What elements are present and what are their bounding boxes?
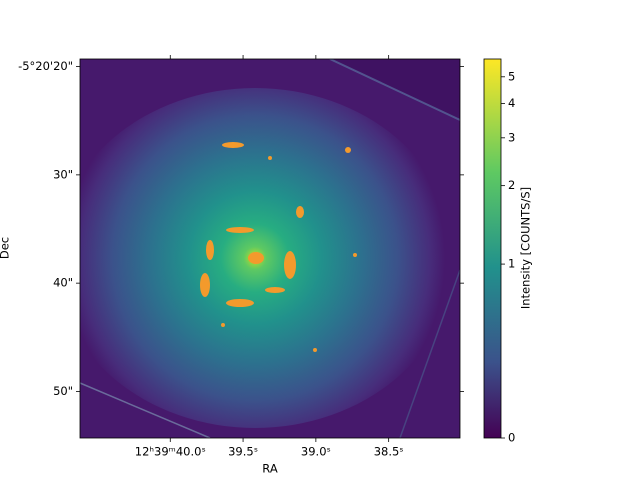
x-tick-label: 39.0ˢ xyxy=(301,445,331,459)
plot-frame xyxy=(79,58,461,439)
colorbar-tick-label: 5 xyxy=(508,69,515,83)
colorbar-tick-label: 3 xyxy=(508,130,515,144)
colorbar-label: Intensity [COUNTS/S] xyxy=(519,187,533,309)
colorbar xyxy=(483,58,502,439)
image xyxy=(80,59,460,438)
colorbar-tick-label: 1 xyxy=(508,257,515,271)
y-axis-label: Dec xyxy=(0,237,12,259)
colorbar-tick-label: 4 xyxy=(508,96,515,110)
x-tick-label: 38.5ˢ xyxy=(374,445,404,459)
y-tick-label: 30" xyxy=(53,167,73,181)
colorbar-tick-label: 0 xyxy=(508,431,515,445)
y-tick-label: -5°20'20" xyxy=(18,59,73,73)
x-axis-label: RA xyxy=(262,462,278,476)
y-tick-label: 50" xyxy=(53,384,73,398)
colorbar-tick-label: 2 xyxy=(508,178,515,192)
x-tick-label: 39.5ˢ xyxy=(228,445,258,459)
y-tick-label: 40" xyxy=(53,276,73,290)
x-tick-label: 12ʰ39ᵐ40.0ˢ xyxy=(135,445,206,459)
